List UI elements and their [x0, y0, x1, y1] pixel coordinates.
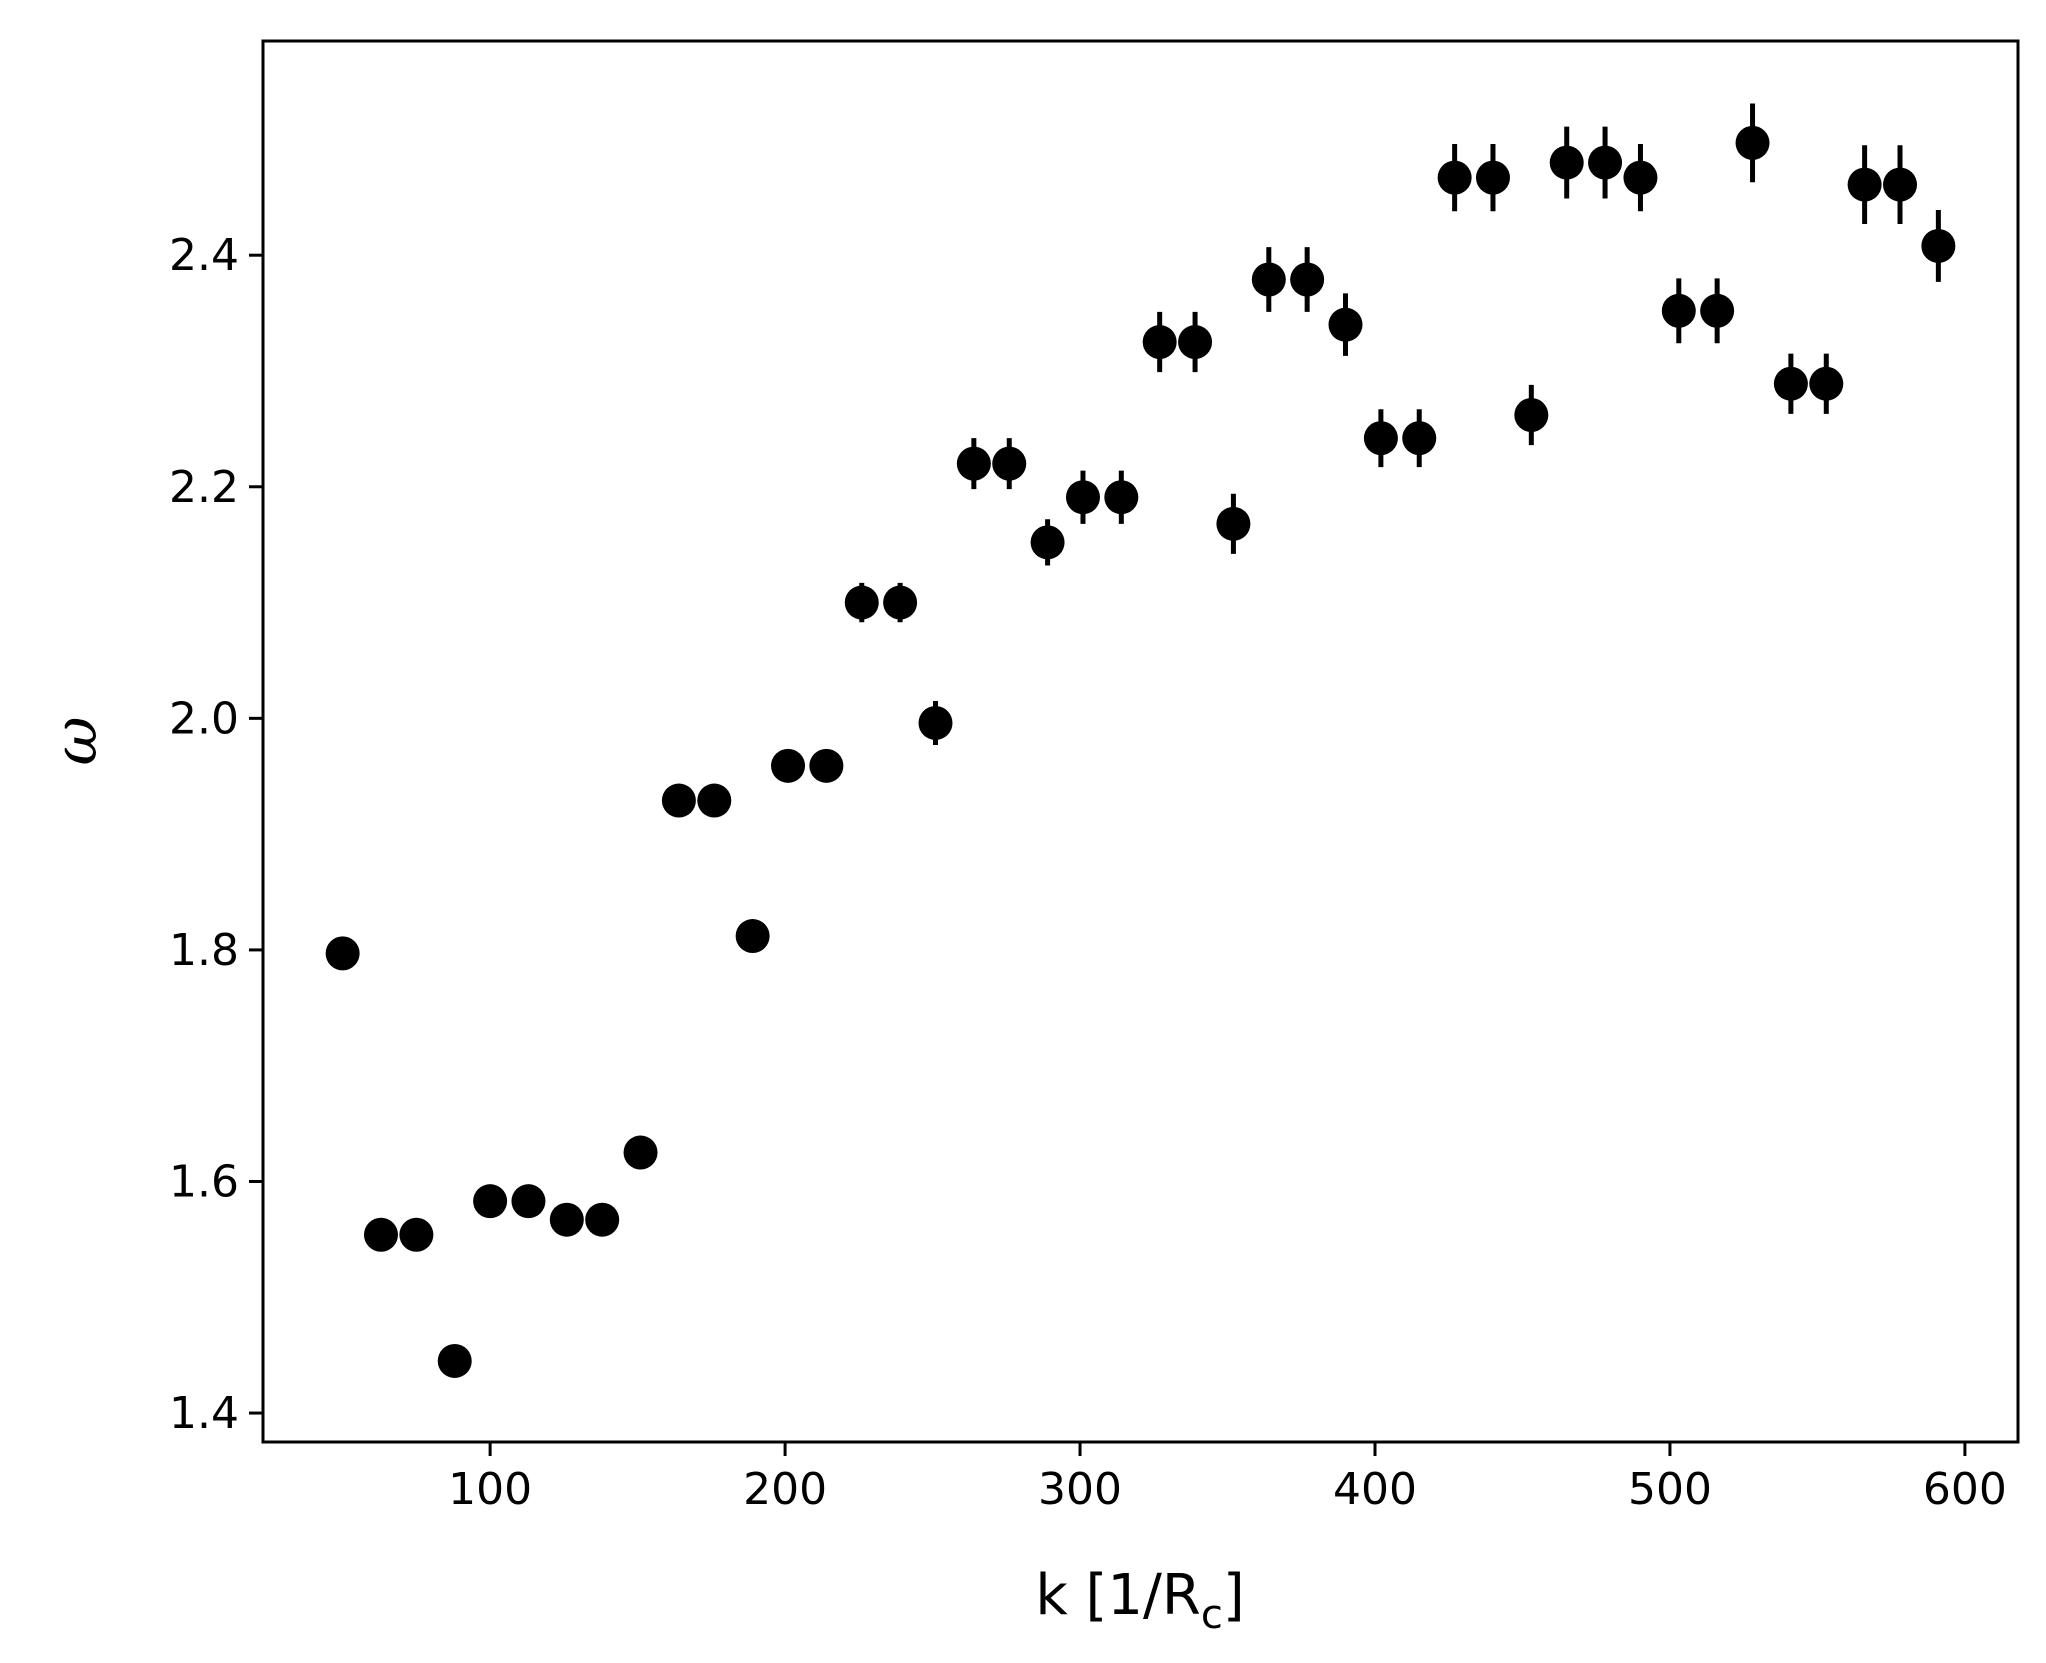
x-tick-label: 500 — [1628, 1464, 1712, 1515]
data-point — [1251, 262, 1286, 297]
data-point — [771, 748, 806, 783]
x-tick-label: 100 — [448, 1464, 532, 1515]
data-point — [1475, 160, 1510, 195]
data-point — [883, 585, 918, 620]
data-point — [1216, 506, 1251, 541]
data-point — [1030, 525, 1065, 560]
data-point — [1809, 366, 1844, 401]
x-tick-label: 600 — [1923, 1464, 2007, 1515]
data-point — [1661, 293, 1696, 328]
data-point — [992, 446, 1027, 481]
y-axis-label: ω — [41, 717, 111, 766]
data-point — [623, 1135, 658, 1170]
y-tick-label: 2.0 — [169, 693, 239, 744]
data-point — [1549, 145, 1584, 180]
data-point — [1883, 167, 1918, 202]
data-point — [697, 783, 732, 818]
data-point — [1847, 167, 1882, 202]
ticks-layer: 100 200 300 400 500 600 1.4 1.6 1.8 2.0 2.2 2.4 — [169, 230, 2007, 1515]
y-tick-label: 2.4 — [169, 230, 239, 281]
data-point — [809, 748, 844, 783]
data-point — [1328, 307, 1363, 342]
data-point — [956, 446, 991, 481]
data-point — [1921, 228, 1956, 263]
data-point — [1735, 125, 1770, 160]
data-point — [735, 919, 770, 954]
data-point — [1142, 325, 1177, 360]
data-point — [1514, 397, 1549, 432]
data-point — [1437, 160, 1472, 195]
errorbar-layer — [340, 103, 1941, 1368]
data-point — [363, 1217, 398, 1252]
data-point — [1363, 421, 1398, 456]
data-point — [1588, 145, 1623, 180]
data-point — [325, 936, 360, 971]
data-point — [1402, 421, 1437, 456]
data-point — [473, 1184, 508, 1219]
data-point — [437, 1343, 472, 1378]
x-tick-label: 200 — [743, 1464, 827, 1515]
x-axis-label-sub: c — [1201, 1592, 1223, 1638]
y-tick-label: 1.8 — [169, 925, 239, 976]
x-tick-label: 300 — [1038, 1464, 1122, 1515]
y-tick-label: 1.4 — [169, 1388, 239, 1439]
data-point — [1065, 480, 1100, 515]
data-point — [1623, 160, 1658, 195]
data-point — [549, 1202, 584, 1237]
plot-frame — [261, 39, 2020, 1444]
x-axis-label: k [1/Rc] — [1035, 1563, 1244, 1638]
data-point — [585, 1202, 620, 1237]
x-axis-label-main: k [1/R — [1035, 1563, 1200, 1628]
data-point — [1178, 325, 1213, 360]
x-axis-label-close: ] — [1223, 1563, 1245, 1628]
points-layer — [325, 125, 1956, 1378]
data-point — [399, 1217, 434, 1252]
y-tick-label: 2.2 — [169, 462, 239, 513]
data-point — [1104, 480, 1139, 515]
data-point — [1700, 293, 1735, 328]
data-point — [1773, 366, 1808, 401]
y-tick-label: 1.6 — [169, 1156, 239, 1207]
x-tick-label: 400 — [1333, 1464, 1417, 1515]
data-point — [511, 1184, 546, 1219]
data-point — [661, 783, 696, 818]
data-point — [1290, 262, 1325, 297]
data-point — [844, 585, 879, 620]
data-point — [918, 705, 953, 740]
